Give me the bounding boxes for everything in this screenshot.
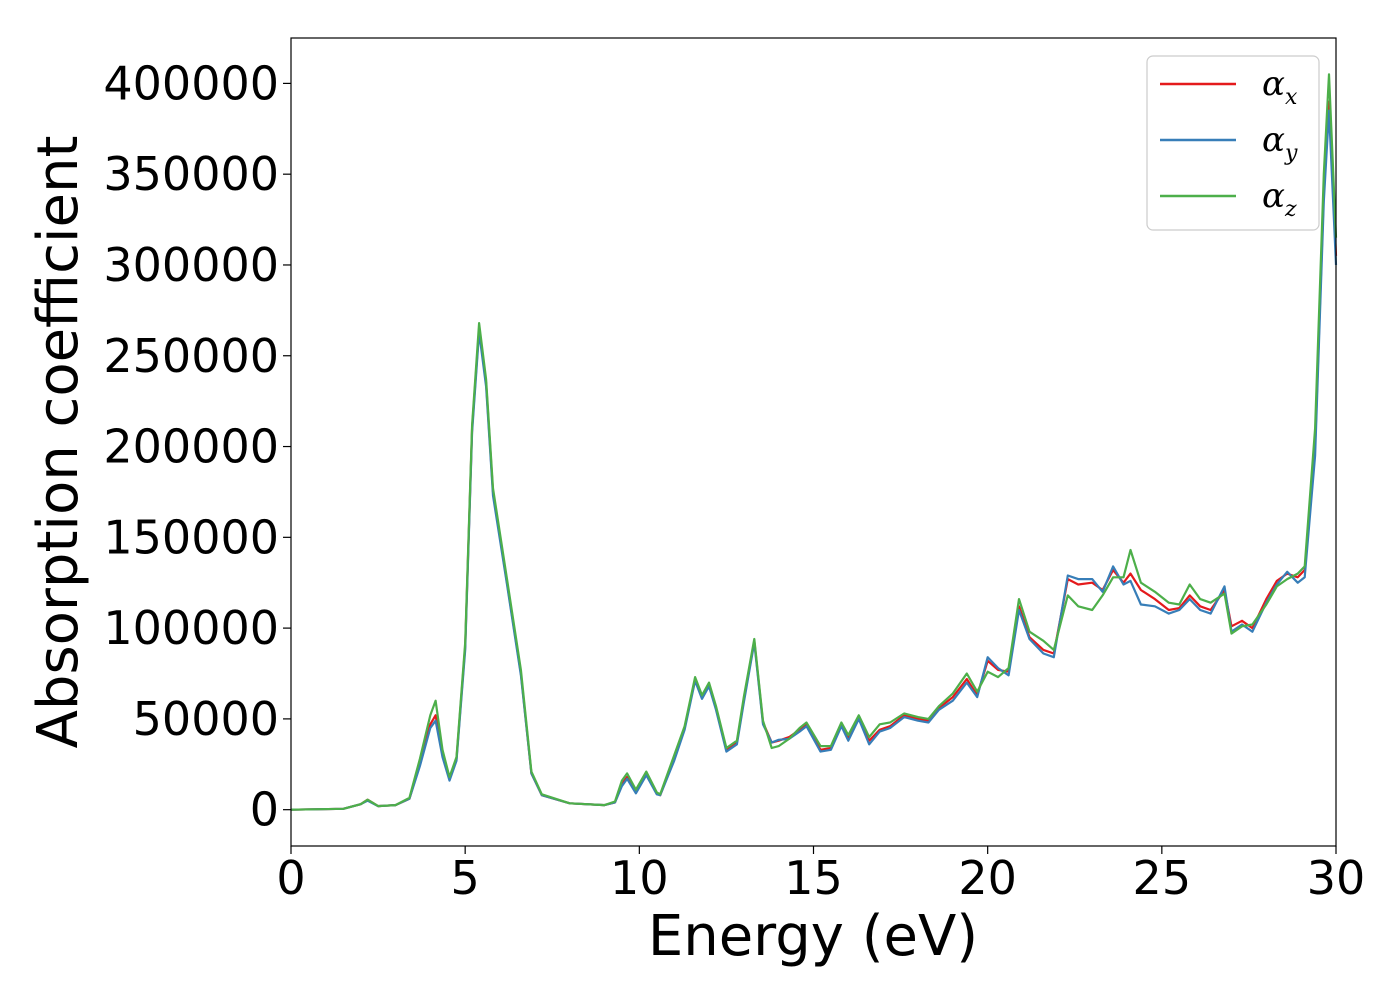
y-tick-label: 400000 <box>103 56 279 110</box>
y-tick-label: 300000 <box>103 238 279 292</box>
legend-label-y: αy <box>1262 120 1298 166</box>
y-tick-label: 250000 <box>103 329 279 383</box>
y-tick-label: 200000 <box>103 420 279 474</box>
series-line-z <box>290 73 1338 811</box>
x-tick-label: 15 <box>784 851 843 905</box>
x-tick-label: 20 <box>958 851 1017 905</box>
y-axis-ticks: 0 50000 100000 150000 200000 250000 300000 3500… <box>103 56 291 837</box>
x-tick-label: 0 <box>276 851 305 905</box>
x-tick-label: 25 <box>1133 851 1192 905</box>
y-axis-title: Absorption coefficient <box>26 136 91 749</box>
y-tick-label: 100000 <box>103 601 279 655</box>
y-tick-label: 0 <box>250 783 279 837</box>
x-tick-label: 5 <box>451 851 480 905</box>
y-tick-label: 50000 <box>133 692 279 746</box>
x-tick-label: 30 <box>1307 851 1366 905</box>
x-tick-label: 10 <box>610 851 669 905</box>
series-layer <box>290 73 1338 811</box>
y-tick-label: 150000 <box>103 510 279 564</box>
y-tick-label: 350000 <box>103 147 279 201</box>
legend-frame <box>1146 55 1320 231</box>
x-axis-ticks: 0 5 10 15 20 25 30 <box>276 846 1365 905</box>
x-axis-title: Energy (eV) <box>648 904 978 969</box>
